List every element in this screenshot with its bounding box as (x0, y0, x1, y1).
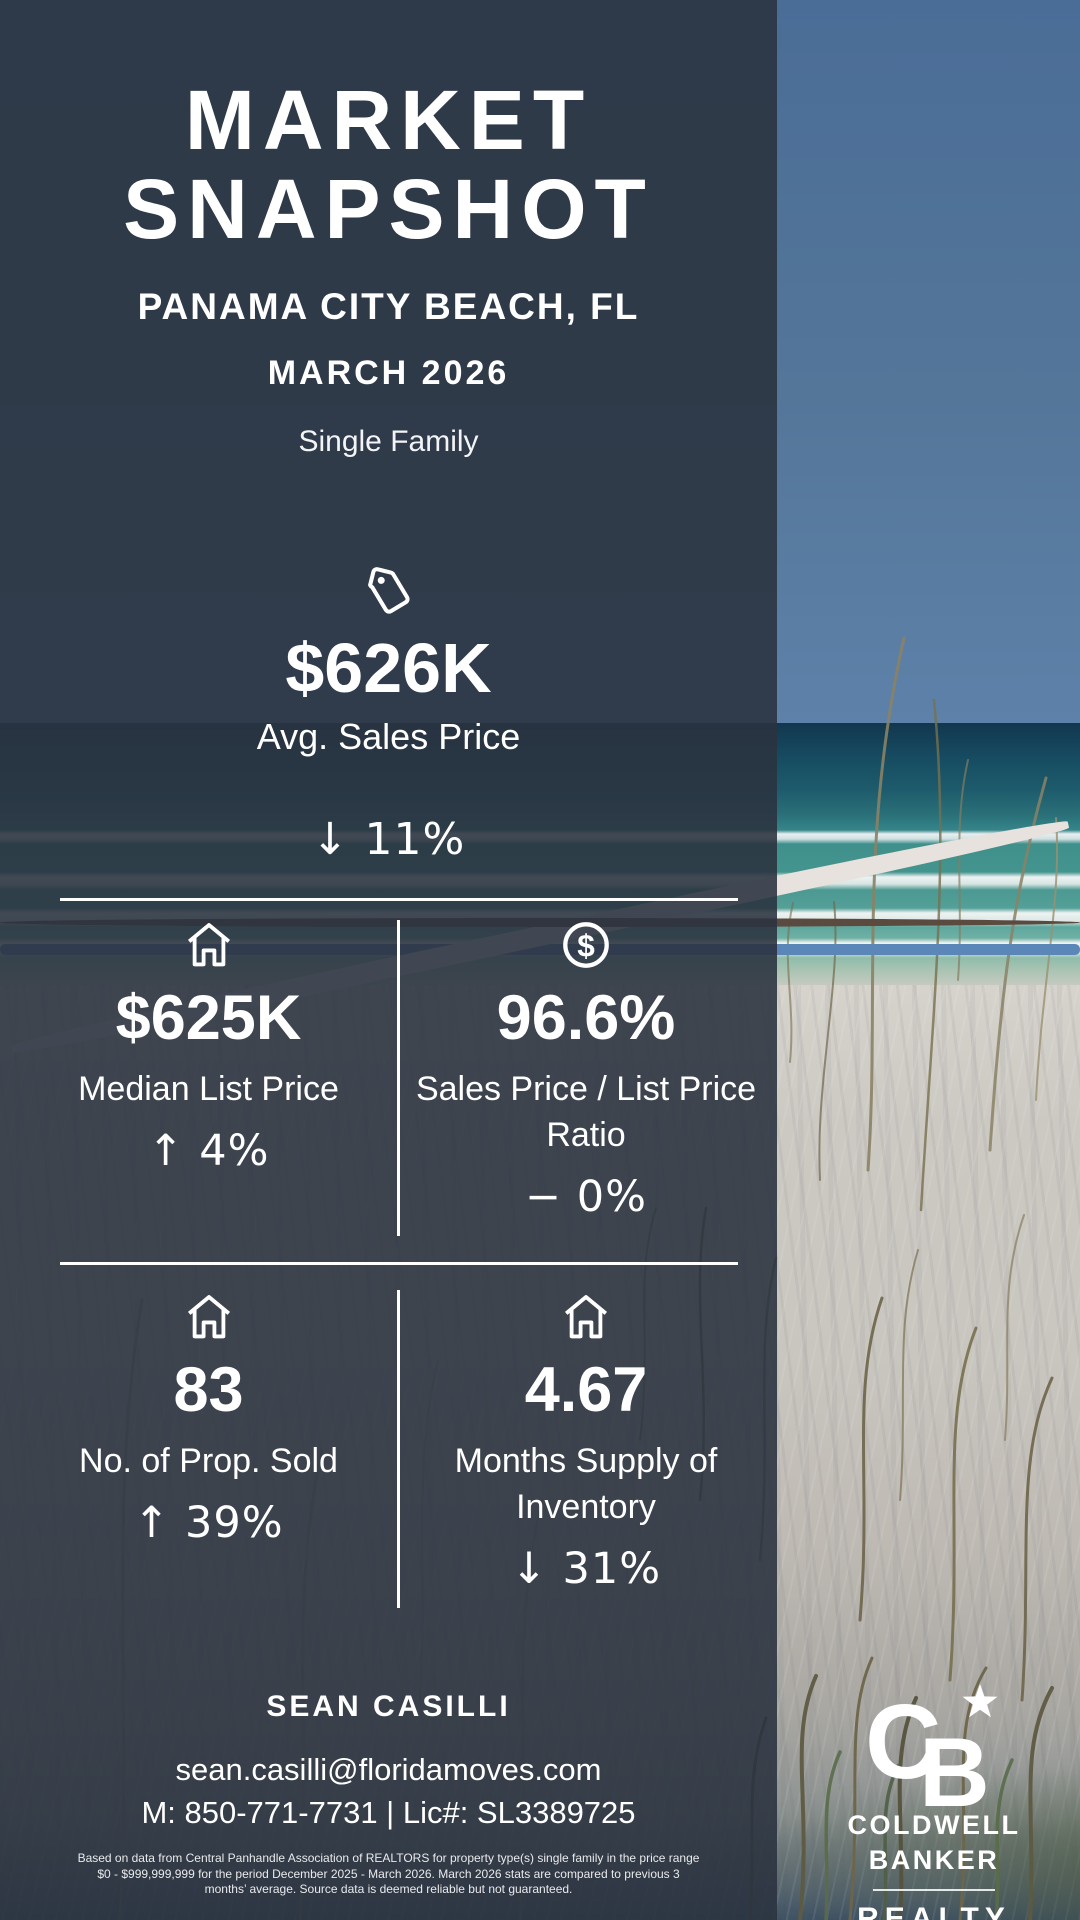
home-icon (187, 1295, 230, 1339)
stat-label: No. of Prop. Sold (79, 1442, 338, 1480)
property-type: Single Family (298, 425, 479, 459)
stat-avg-sales-price: $626K Avg. Sales Price ↓ 11% (0, 566, 777, 865)
stat-sales-price-list-ratio: $ 96.6% Sales Price / List Price Ratio −… (402, 918, 770, 1222)
brand-line-coldwell: COLDWELL (847, 1810, 1021, 1840)
brand-line-realty: REALTY (857, 1901, 1011, 1920)
page-title: MARKET SNAPSHOT (0, 73, 777, 257)
svg-text:B: B (919, 1717, 990, 1810)
location-subtitle: PANAMA CITY BEACH, FL (137, 286, 640, 328)
stat-change: ↓ 11% (311, 814, 466, 865)
coldwell-banker-logo: C B COLDWELL BANKER REALTY (845, 1682, 1023, 1920)
vertical-divider-row1 (397, 920, 400, 1236)
stat-label: Avg. Sales Price (256, 716, 521, 757)
stat-change: ↑ 39% (133, 1498, 284, 1548)
header: MARKET SNAPSHOT PANAMA CITY BEACH, FL MA… (0, 73, 777, 459)
stat-change: ↑ 4% (147, 1126, 270, 1176)
stat-label: Sales Price / List Price Ratio (415, 1070, 757, 1154)
agent-contact: M: 850-771-7731 | Lic#: SL3389725 (141, 1795, 636, 1830)
agent-name: SEAN CASILLI (266, 1690, 511, 1723)
stat-value: 4.67 (524, 1355, 648, 1425)
stat-months-supply: 4.67 Months Supply of Inventory ↓ 31% (402, 1290, 770, 1594)
svg-text:C: C (865, 1683, 942, 1801)
svg-text:$: $ (577, 927, 595, 963)
agent-info: SEAN CASILLI sean.casilli@floridamoves.c… (0, 1690, 777, 1898)
stat-properties-sold: 83 No. of Prop. Sold ↑ 39% (22, 1290, 395, 1548)
stat-label: Months Supply of Inventory (454, 1442, 718, 1526)
stat-median-list-price: $625K Median List Price ↑ 4% (22, 918, 395, 1176)
home-icon (187, 923, 230, 967)
stat-change: ↓ 31% (510, 1544, 662, 1594)
star-icon (962, 1684, 998, 1718)
snapshot-content: MARKET SNAPSHOT PANAMA CITY BEACH, FL MA… (0, 73, 777, 1898)
stat-value: 96.6% (496, 983, 676, 1053)
horizontal-divider-bottom (60, 1262, 738, 1265)
stat-value: $626K (285, 629, 492, 707)
home-icon (564, 1295, 608, 1339)
dollar-circle-icon: $ (563, 922, 609, 968)
stat-value: $625K (115, 983, 302, 1053)
brand-line-banker: BANKER (868, 1845, 1000, 1875)
price-tag-icon (367, 567, 410, 614)
stat-label: Median List Price (78, 1070, 339, 1108)
vertical-divider-row2 (397, 1290, 400, 1608)
stat-value: 83 (173, 1355, 244, 1425)
period-subtitle: MARCH 2026 (267, 354, 510, 393)
title-line-2: SNAPSHOT (123, 162, 654, 257)
dark-overlay-panel (0, 0, 777, 1920)
brand-divider (873, 1889, 995, 1891)
title-line-1: MARKET (184, 73, 593, 167)
disclaimer: Based on data from Central Panhandle Ass… (77, 1851, 700, 1896)
stat-change: − 0% (525, 1172, 647, 1222)
cb-star-monogram-icon: C B (865, 1683, 998, 1810)
horizontal-divider-top (60, 898, 738, 901)
agent-email: sean.casilli@floridamoves.com (175, 1752, 602, 1787)
